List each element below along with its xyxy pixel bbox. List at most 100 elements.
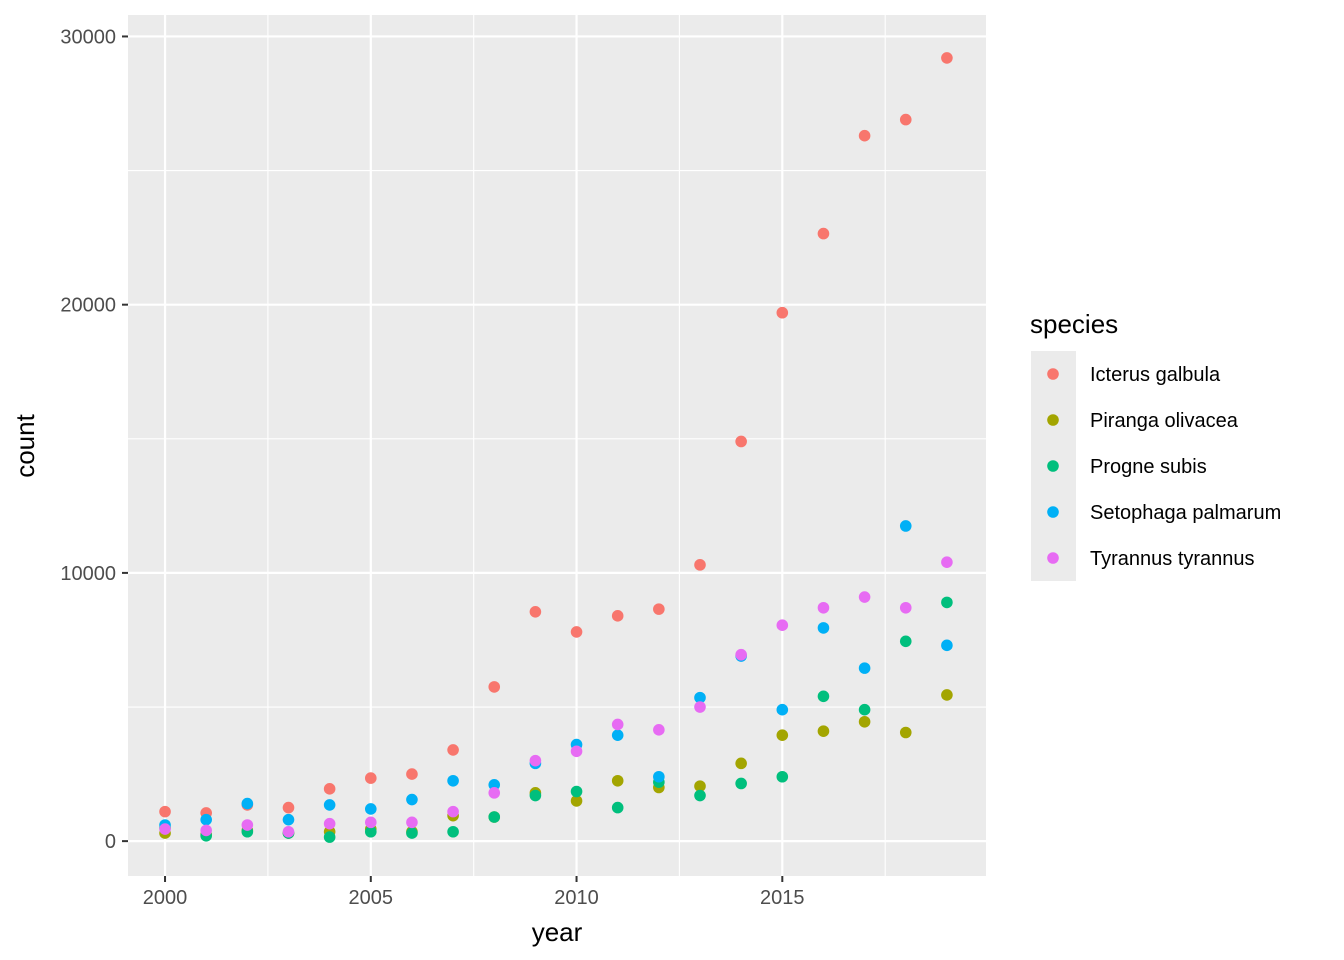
data-point: [817, 601, 830, 614]
data-point: [817, 622, 830, 634]
data-point: [776, 729, 789, 741]
data-point: [899, 635, 912, 648]
data-point: [735, 777, 747, 790]
series-tyrannus-tyrannus: [159, 556, 953, 838]
data-point: [200, 813, 212, 826]
data-point: [447, 825, 459, 838]
data-point: [653, 603, 665, 615]
data-point: [858, 591, 871, 603]
data-point: [323, 799, 336, 811]
data-point: [364, 803, 377, 815]
data-point: [447, 805, 459, 818]
data-point: [735, 648, 747, 661]
plot-panel: [128, 15, 986, 876]
data-point: [529, 754, 542, 767]
data-point: [570, 745, 583, 758]
data-point: [364, 816, 377, 829]
data-point: [776, 703, 789, 716]
data-point: [406, 827, 418, 839]
y-axis-title: count: [10, 413, 40, 477]
data-point: [323, 783, 336, 795]
data-point: [241, 819, 254, 831]
data-point: [941, 556, 953, 568]
data-point: [282, 825, 295, 838]
data-point: [694, 691, 706, 704]
x-tick-label: 2005: [349, 887, 394, 909]
data-point: [406, 768, 418, 780]
data-point: [282, 801, 295, 814]
data-point: [570, 626, 583, 638]
legend-label: Tyrannus tyrannus: [1090, 548, 1255, 570]
data-point: [694, 789, 706, 802]
data-point: [941, 52, 953, 64]
data-point: [694, 701, 706, 713]
data-point: [899, 601, 912, 614]
data-point: [200, 824, 212, 837]
legend-title: species: [1030, 309, 1118, 339]
data-point: [488, 787, 501, 799]
data-point: [323, 831, 336, 843]
data-point: [611, 610, 624, 622]
grid: [128, 15, 986, 876]
x-tick-label: 2015: [760, 887, 805, 909]
data-point: [282, 813, 295, 826]
legend: species Icterus galbula Piranga olivacea P…: [1030, 309, 1281, 581]
legend-label: Progne subis: [1090, 456, 1207, 478]
y-tick-label: 30000: [60, 26, 116, 48]
data-point: [735, 757, 747, 770]
y-tick-label: 20000: [60, 295, 116, 317]
data-point: [159, 805, 171, 818]
legend-key: [1047, 552, 1059, 564]
data-point: [941, 689, 953, 701]
data-point: [899, 113, 912, 126]
data-point: [776, 306, 789, 319]
data-point: [447, 744, 459, 756]
data-point: [776, 619, 789, 632]
legend-label: Piranga olivacea: [1090, 410, 1239, 432]
data-point: [570, 785, 583, 798]
data-points: [159, 52, 953, 843]
data-point: [858, 715, 871, 728]
series-setophaga-palmarum: [159, 520, 953, 831]
data-point: [611, 774, 624, 787]
data-point: [570, 795, 583, 807]
axis-ticks: 2000 2005 2010 2015 0 10000 20000 30000: [60, 26, 804, 909]
legend-key: [1047, 368, 1059, 380]
legend-key: [1047, 506, 1059, 518]
data-point: [611, 729, 624, 741]
data-point: [858, 703, 871, 716]
data-point: [735, 435, 747, 448]
y-tick-label: 10000: [60, 563, 116, 585]
legend-key: [1047, 460, 1059, 472]
data-point: [653, 770, 665, 783]
data-point: [694, 559, 706, 571]
data-point: [858, 662, 871, 674]
data-point: [899, 726, 912, 739]
data-point: [653, 724, 665, 736]
x-axis-title: year: [532, 917, 583, 947]
data-point: [241, 797, 254, 810]
data-point: [488, 681, 501, 693]
legend-key: [1047, 414, 1059, 426]
x-tick-label: 2000: [143, 887, 188, 909]
data-point: [941, 639, 953, 652]
data-point: [858, 129, 871, 142]
legend-label: Icterus galbula: [1090, 364, 1221, 386]
data-point: [406, 793, 418, 806]
data-point: [941, 596, 953, 609]
data-point: [159, 823, 171, 835]
data-point: [817, 725, 830, 737]
legend-label: Setophaga palmarum: [1090, 502, 1281, 524]
data-point: [817, 690, 830, 703]
data-point: [611, 801, 624, 814]
data-point: [529, 789, 542, 802]
y-tick-label: 0: [105, 831, 116, 853]
data-point: [406, 816, 418, 829]
data-point: [529, 605, 542, 618]
x-tick-label: 2010: [554, 887, 599, 909]
data-point: [817, 227, 830, 240]
data-point: [488, 779, 501, 791]
data-point: [447, 774, 459, 787]
data-point: [611, 718, 624, 731]
